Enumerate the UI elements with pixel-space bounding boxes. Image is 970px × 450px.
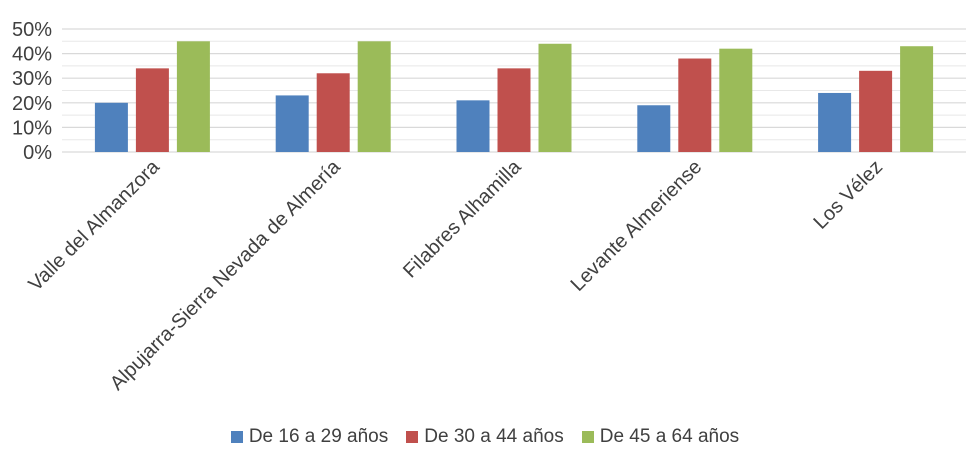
x-category-label: Filabres Alhamilla bbox=[399, 155, 526, 282]
legend-label-30-44: De 30 a 44 años bbox=[424, 426, 564, 447]
bar bbox=[275, 95, 309, 152]
y-tick-label: 0% bbox=[23, 142, 52, 164]
bar bbox=[94, 102, 128, 152]
bar bbox=[637, 105, 671, 152]
bar bbox=[497, 68, 531, 152]
bar bbox=[538, 43, 572, 153]
legend-swatch-30-44 bbox=[406, 431, 419, 443]
legend-swatch-45-64 bbox=[581, 431, 594, 443]
x-category-label: Los Vélez bbox=[809, 156, 887, 234]
y-tick-label: 20% bbox=[12, 93, 52, 115]
bar bbox=[316, 73, 350, 152]
y-tick-label: 50% bbox=[12, 19, 52, 41]
bar bbox=[176, 41, 210, 152]
y-axis: 0% 10%20% 30%40% 50% bbox=[12, 19, 52, 164]
legend: De 16 a 29 años De 30 a 44 años De 45 a … bbox=[0, 426, 970, 448]
x-category-label: Valle del Almanzora bbox=[24, 155, 164, 295]
bar bbox=[678, 58, 712, 152]
bar bbox=[818, 92, 852, 152]
bar bbox=[859, 70, 893, 152]
bar bbox=[456, 100, 490, 152]
legend-item: De 16 a 29 años bbox=[230, 426, 389, 448]
bar bbox=[357, 41, 391, 152]
y-tick-label: 40% bbox=[12, 44, 52, 66]
bars bbox=[94, 41, 934, 153]
y-tick-label: 10% bbox=[12, 117, 52, 139]
legend-swatch-16-29 bbox=[230, 431, 243, 443]
legend-item: De 30 a 44 años bbox=[406, 426, 564, 448]
bar bbox=[900, 46, 934, 152]
legend-label-16-29: De 16 a 29 años bbox=[248, 426, 389, 447]
bar bbox=[135, 68, 169, 152]
bar bbox=[719, 48, 753, 152]
bar-chart: 0% 10%20% 30%40% 50% Valle del AlmanzoraAlp… bbox=[12, 19, 966, 395]
x-category-label: Levante Almeriense bbox=[567, 156, 707, 296]
legend-item: De 45 a 64 años bbox=[581, 426, 740, 448]
legend-label-45-64: De 45 a 64 años bbox=[599, 426, 740, 447]
y-tick-label: 30% bbox=[12, 68, 52, 90]
